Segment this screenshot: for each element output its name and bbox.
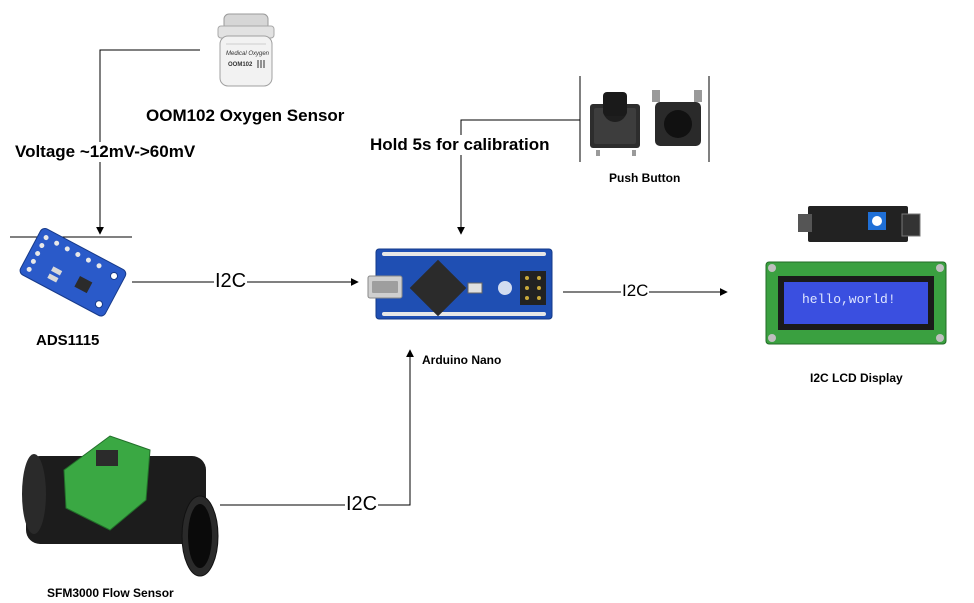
push-button-label: Push Button (609, 171, 681, 185)
adc-arduino-edge-label: I2C (214, 270, 248, 293)
arduino-label: Arduino Nano (422, 353, 502, 367)
arduino-lcd-edge-label: I2C (621, 281, 650, 301)
lcd-screen-text: hello,world! (802, 292, 896, 307)
flow-sensor-label: SFM3000 Flow Sensor (47, 586, 174, 600)
flow-arduino-edge-label: I2C (345, 493, 379, 516)
oxygen-sensor-model: OOM102 (228, 62, 253, 68)
oxygen-sensor-image: Medical Oxygen OOM102 (217, 13, 275, 87)
edge-flow-to-arduino (220, 349, 414, 506)
edge-oxygen-to-adc (10, 49, 200, 238)
adc-label: ADS1115 (36, 332, 100, 349)
lcd-display-image: hello,world! (765, 206, 947, 345)
voltage-edge-label: Voltage ~12mV->60mV (15, 142, 196, 162)
calibration-edge-label: Hold 5s for calibration (370, 135, 550, 155)
arduino-nano-image (367, 248, 553, 320)
oxygen-sensor-label: OOM102 Oxygen Sensor (146, 106, 345, 125)
edge-button-to-arduino (457, 76, 710, 235)
flow-sensor-image (22, 435, 219, 577)
push-button-image (590, 90, 702, 156)
lcd-label: I2C LCD Display (810, 371, 903, 385)
oxygen-sensor-print: Medical Oxygen (226, 51, 270, 57)
adc-board-image (19, 228, 127, 317)
